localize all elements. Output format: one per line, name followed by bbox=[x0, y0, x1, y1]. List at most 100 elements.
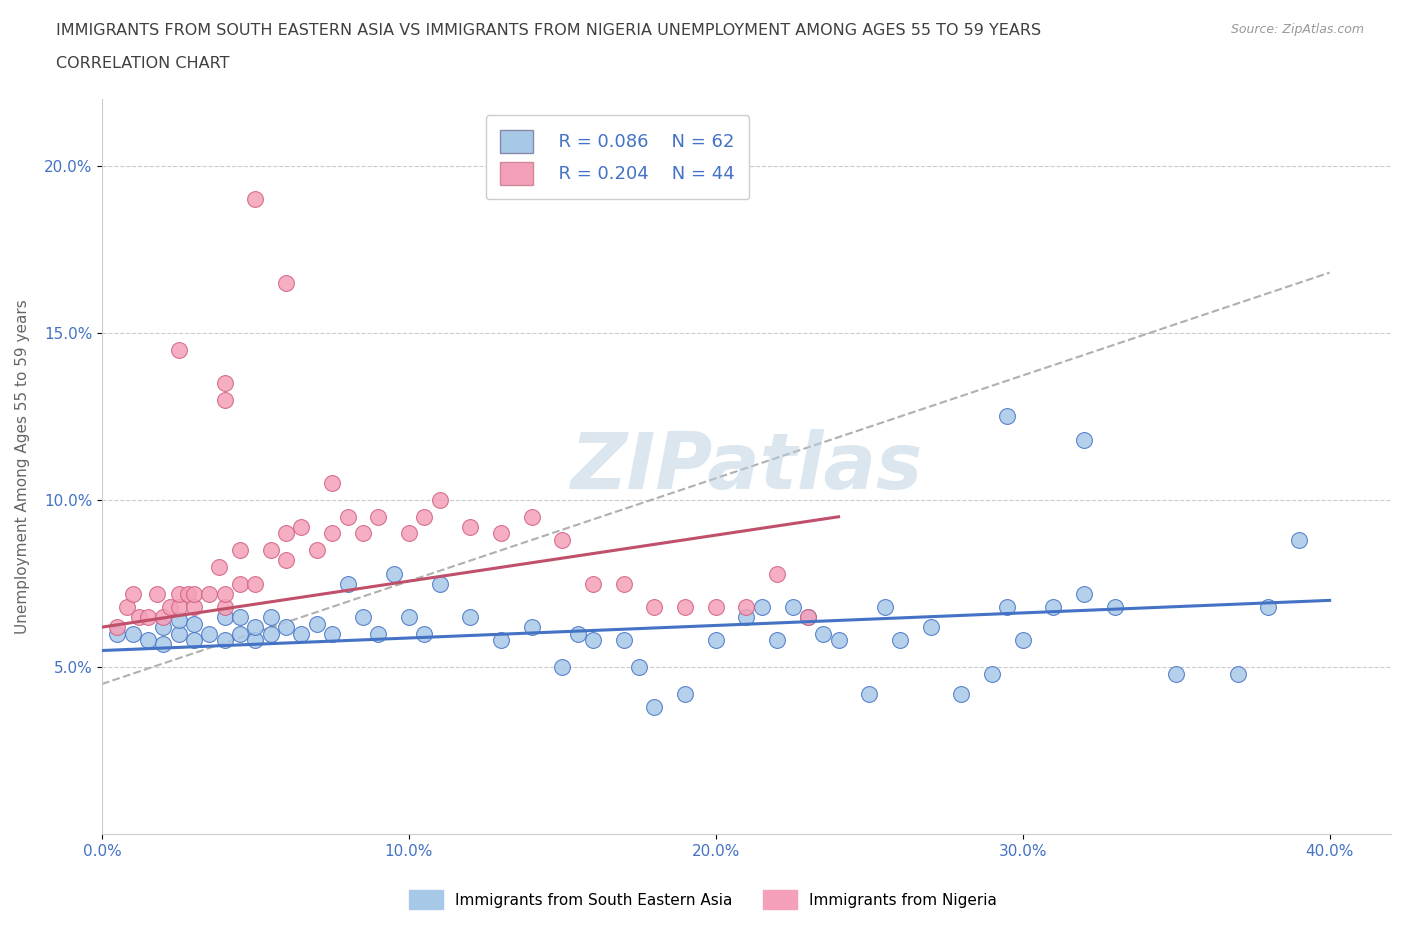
Point bbox=[489, 526, 512, 541]
Text: ZIPatlas: ZIPatlas bbox=[571, 429, 922, 505]
Point bbox=[276, 526, 298, 541]
Point bbox=[105, 627, 128, 642]
Point bbox=[152, 619, 174, 634]
Point bbox=[413, 510, 436, 525]
Point bbox=[167, 627, 190, 642]
Point bbox=[643, 600, 665, 615]
Point bbox=[321, 627, 343, 642]
Point bbox=[704, 633, 727, 648]
Point bbox=[398, 610, 420, 625]
Point bbox=[290, 627, 312, 642]
Point bbox=[321, 476, 343, 491]
Point bbox=[797, 610, 820, 625]
Point bbox=[950, 686, 973, 701]
Text: Source: ZipAtlas.com: Source: ZipAtlas.com bbox=[1230, 23, 1364, 36]
Point bbox=[214, 610, 236, 625]
Point bbox=[152, 610, 174, 625]
Point bbox=[673, 686, 696, 701]
Point bbox=[1073, 432, 1095, 447]
Point bbox=[458, 519, 481, 534]
Point bbox=[167, 600, 190, 615]
Point bbox=[305, 617, 328, 631]
Point bbox=[382, 566, 405, 581]
Point bbox=[276, 619, 298, 634]
Point bbox=[1073, 586, 1095, 601]
Point bbox=[735, 610, 758, 625]
Point bbox=[214, 600, 236, 615]
Point bbox=[352, 526, 374, 541]
Point bbox=[214, 586, 236, 601]
Point bbox=[121, 627, 143, 642]
Point bbox=[981, 667, 1004, 682]
Point bbox=[673, 600, 696, 615]
Text: IMMIGRANTS FROM SOUTH EASTERN ASIA VS IMMIGRANTS FROM NIGERIA UNEMPLOYMENT AMONG: IMMIGRANTS FROM SOUTH EASTERN ASIA VS IM… bbox=[56, 23, 1042, 38]
Point bbox=[920, 619, 942, 634]
Point bbox=[214, 376, 236, 391]
Point bbox=[613, 577, 636, 591]
Point bbox=[245, 633, 267, 648]
Point bbox=[183, 633, 205, 648]
Point bbox=[260, 627, 283, 642]
Point bbox=[305, 543, 328, 558]
Point bbox=[367, 510, 389, 525]
Point bbox=[551, 533, 574, 548]
Point bbox=[429, 577, 451, 591]
Point bbox=[858, 686, 880, 701]
Y-axis label: Unemployment Among Ages 55 to 59 years: Unemployment Among Ages 55 to 59 years bbox=[15, 299, 30, 634]
Point bbox=[1257, 600, 1279, 615]
Point bbox=[704, 600, 727, 615]
Point bbox=[207, 560, 229, 575]
Point bbox=[115, 600, 138, 615]
Point bbox=[889, 633, 911, 648]
Point bbox=[198, 627, 221, 642]
Point bbox=[167, 586, 190, 601]
Point bbox=[167, 342, 190, 357]
Point bbox=[183, 586, 205, 601]
Point bbox=[1104, 600, 1126, 615]
Point bbox=[245, 192, 267, 206]
Point bbox=[136, 633, 159, 648]
Point bbox=[995, 409, 1018, 424]
Point bbox=[367, 627, 389, 642]
Point bbox=[1011, 633, 1033, 648]
Point bbox=[827, 633, 849, 648]
Point bbox=[229, 543, 252, 558]
Point bbox=[214, 633, 236, 648]
Point bbox=[229, 577, 252, 591]
Point bbox=[1166, 667, 1188, 682]
Point bbox=[489, 633, 512, 648]
Legend: Immigrants from South Eastern Asia, Immigrants from Nigeria: Immigrants from South Eastern Asia, Immi… bbox=[404, 884, 1002, 915]
Point bbox=[276, 275, 298, 290]
Point bbox=[567, 627, 589, 642]
Point bbox=[321, 526, 343, 541]
Point bbox=[290, 519, 312, 534]
Point bbox=[152, 636, 174, 651]
Point bbox=[336, 510, 359, 525]
Point bbox=[1288, 533, 1310, 548]
Point bbox=[121, 586, 143, 601]
Point bbox=[520, 510, 543, 525]
Point bbox=[995, 600, 1018, 615]
Point bbox=[183, 617, 205, 631]
Point bbox=[245, 619, 267, 634]
Point bbox=[458, 610, 481, 625]
Point bbox=[136, 610, 159, 625]
Point bbox=[413, 627, 436, 642]
Text: CORRELATION CHART: CORRELATION CHART bbox=[56, 56, 229, 71]
Point bbox=[520, 619, 543, 634]
Point bbox=[177, 586, 200, 601]
Point bbox=[398, 526, 420, 541]
Point bbox=[735, 600, 758, 615]
Point bbox=[1042, 600, 1064, 615]
Point bbox=[613, 633, 636, 648]
Point bbox=[260, 610, 283, 625]
Point bbox=[1226, 667, 1249, 682]
Point bbox=[628, 659, 651, 674]
Point bbox=[229, 627, 252, 642]
Point bbox=[276, 552, 298, 567]
Point bbox=[159, 600, 181, 615]
Point bbox=[643, 700, 665, 715]
Point bbox=[229, 610, 252, 625]
Point bbox=[128, 610, 150, 625]
Point bbox=[214, 392, 236, 407]
